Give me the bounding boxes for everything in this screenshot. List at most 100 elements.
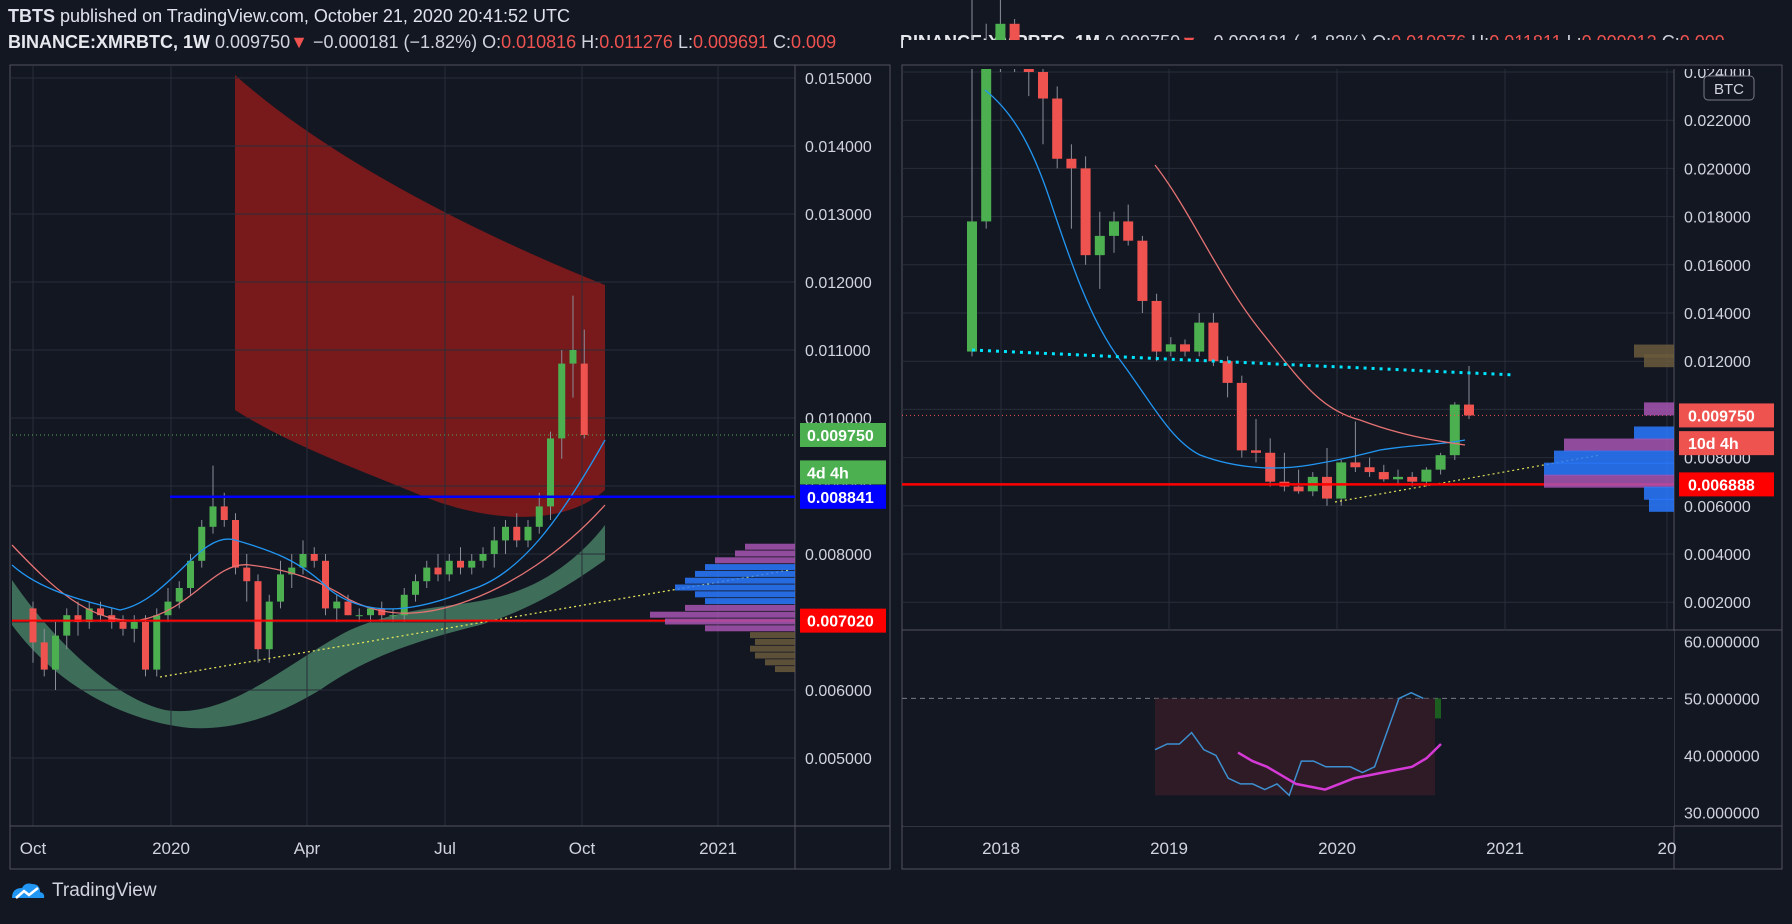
candle-body <box>367 608 374 616</box>
candle-body <box>981 59 992 222</box>
candle-body <box>1236 382 1247 451</box>
price-change: −0.000181 (−1.82%) <box>312 32 478 52</box>
volume-profile-bar <box>705 564 795 571</box>
moving-average-fast <box>984 89 1466 469</box>
volume-profile-bar <box>1554 450 1674 464</box>
price-label-box <box>800 460 886 485</box>
candle-body <box>355 615 363 617</box>
price-label-text: 0.009750 <box>1688 408 1755 425</box>
volume-profile-bar <box>1644 486 1674 500</box>
candle-body <box>333 601 341 609</box>
price-label-text: 0.008841 <box>807 490 874 507</box>
candle-body <box>1336 462 1347 499</box>
left-symbol-legend: BINANCE:XMRBTC, 1W 0.009750▼ −0.000181 (… <box>8 32 837 52</box>
candle-body <box>164 601 172 616</box>
candle-body <box>288 567 296 575</box>
volume-profile-bar <box>735 550 795 557</box>
candle-body <box>1435 455 1446 470</box>
candle-body <box>1251 450 1261 453</box>
rsi-line <box>1154 691 1424 797</box>
candle-body <box>1066 158 1077 169</box>
candle-body <box>490 540 498 554</box>
candle-body <box>400 594 408 616</box>
price-label-text: 0.006888 <box>1688 477 1755 494</box>
candle-body <box>1222 361 1233 383</box>
candle-body <box>209 506 217 527</box>
candle-body <box>232 520 239 568</box>
candle-body <box>220 506 228 520</box>
descending-trendline <box>971 348 1516 377</box>
candle-body <box>254 581 262 650</box>
candle-body <box>1180 344 1190 352</box>
x-tick-label: 2021 <box>699 839 737 858</box>
candle-body <box>502 526 509 541</box>
low-value: 0.009691 <box>692 32 769 52</box>
candle-body <box>142 622 149 670</box>
oscillator-tick-label: 50.000000 <box>1684 691 1760 708</box>
volume-profile-bar <box>1544 462 1674 476</box>
candle-body <box>1322 476 1332 499</box>
volume-profile-bar <box>755 638 795 645</box>
y-tick-label: 0.012000 <box>1684 354 1751 371</box>
candle-body <box>187 560 194 588</box>
y-tick-label: 0.004000 <box>1684 547 1751 564</box>
candle-body <box>1080 168 1091 256</box>
candle-body <box>344 601 352 616</box>
volume-profile-bar <box>1644 354 1674 368</box>
candle-body <box>74 615 82 622</box>
candle-body <box>423 567 431 582</box>
y-tick-label: 0.016000 <box>1684 258 1751 275</box>
last-price: 0.009750 <box>215 32 291 52</box>
candle-body <box>175 588 183 602</box>
volume-profile-bar <box>675 584 795 591</box>
candle-body <box>524 526 532 541</box>
volume-profile-bar <box>695 591 795 598</box>
x-tick-label: Oct <box>569 839 596 858</box>
moving-average-fast <box>11 439 606 611</box>
candle-body <box>457 560 464 568</box>
price-label-box <box>1679 403 1774 428</box>
volume-profile-bar <box>775 666 795 673</box>
tradingview-brand[interactable]: TradingView <box>10 880 157 902</box>
candle-body <box>1265 452 1276 482</box>
candle-body <box>1109 221 1119 236</box>
oscillator-tick-label: 30.000000 <box>1684 805 1760 822</box>
rsi-moving-average <box>1237 743 1442 791</box>
candle-body <box>1407 476 1418 482</box>
candle-body <box>558 363 566 439</box>
candle-body <box>967 221 977 352</box>
oscillator-tick-label: 60.000000 <box>1684 634 1760 651</box>
y-tick-label: 0.014000 <box>805 139 872 156</box>
oscillator-shade-green <box>1435 698 1441 719</box>
symbol-name[interactable]: BINANCE:XMRBTC, 1W <box>8 32 210 52</box>
volume-profile-bar <box>715 557 795 564</box>
candle-body <box>265 601 273 650</box>
candle-body <box>580 363 588 435</box>
y-tick-label: 0.013000 <box>805 207 872 224</box>
volume-profile-bar <box>665 618 795 625</box>
candle-body <box>1449 404 1460 456</box>
volume-profile-bar <box>755 652 795 659</box>
candle-body <box>535 506 543 527</box>
moving-average-slow <box>1154 164 1466 446</box>
oscillator-tick-label: 40.000000 <box>1684 748 1760 765</box>
candle-body <box>513 526 521 541</box>
price-label-text: 4d 4h <box>807 465 849 482</box>
volume-profile-bar <box>1564 438 1674 452</box>
candle-body <box>1464 404 1474 416</box>
x-tick-label: 2018 <box>982 839 1020 858</box>
support-cloud <box>12 525 605 729</box>
candle-body <box>1393 476 1403 480</box>
y-tick-label: 0.006000 <box>805 683 872 700</box>
y-tick-label: 0.012000 <box>805 275 872 292</box>
volume-profile-bar <box>1544 474 1674 488</box>
candle-body <box>1293 486 1304 492</box>
price-label-box <box>800 608 886 633</box>
volume-profile-bar <box>750 632 795 639</box>
y-tick-label: 0.006000 <box>1684 499 1751 516</box>
open-value: 0.010816 <box>501 32 577 52</box>
candle-body <box>547 438 554 507</box>
x-tick-label: 2021 <box>1486 839 1524 858</box>
price-label-text: 0.009750 <box>807 428 874 445</box>
